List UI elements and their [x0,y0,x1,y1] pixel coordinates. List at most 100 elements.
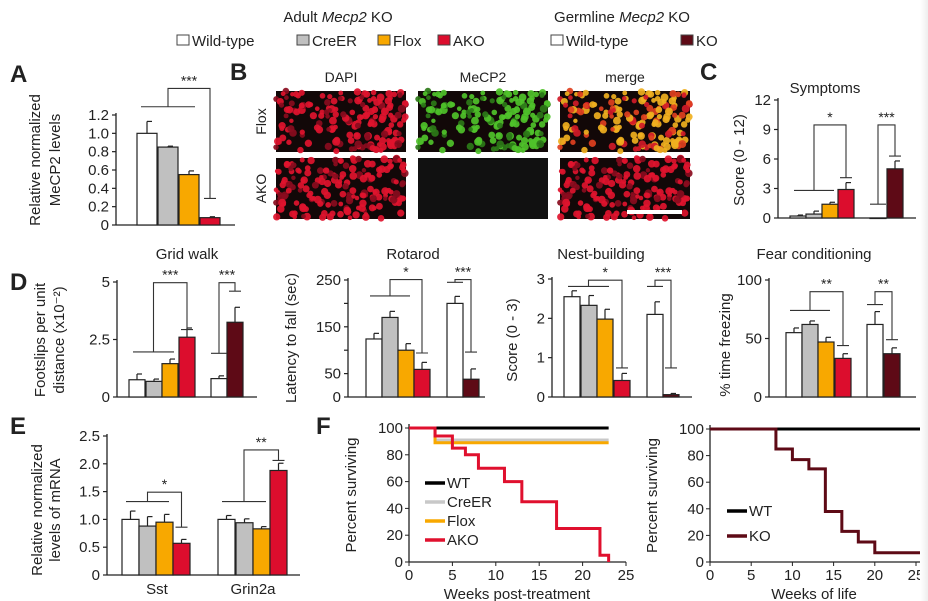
micrograph-ako-mecp2 [418,158,548,219]
x-tick-label: 25 [618,567,635,584]
legend-item-flox: Flox [425,513,476,530]
x-tick-label: 10 [784,567,801,584]
legend-swatch [680,34,694,46]
y-axis-label: Footslips per unit [32,282,49,397]
y-tick-label: 50 [324,366,341,383]
y-tick-label: 6 [763,151,771,168]
chart-a: Relative normalized MeCP2 levels00.20.40.… [27,72,235,234]
legend-item-germline-wild-type: Wild-type [550,33,629,50]
bar-wild-type [217,518,236,576]
x-tick-label: 0 [405,567,413,584]
y-tick-label: 0 [92,567,100,584]
significance-label: *** [219,267,236,283]
legend-swatch [377,34,391,46]
x-tick-label: 20 [866,567,883,584]
legend-title-adult: Adult Mecp2 KO [283,9,392,26]
bar-ako [269,469,288,576]
legend-title-part: Mecp2 [619,9,665,26]
y-tick-label: 100 [737,272,762,289]
significance-bracket: *** [141,72,216,199]
micrograph-ako-dapi [273,154,409,222]
bar-ko [462,378,480,398]
bar-creer [138,525,157,576]
bar-flox [397,349,415,398]
micrograph-column-label: MeCP2 [460,69,507,85]
y-axis-label: Score (0 - 12) [731,114,748,206]
micrograph-flox-dapi [273,87,409,155]
legend-title-part: Adult [283,9,321,26]
y-tick-label: 0 [763,210,771,227]
x-category-label: Sst [146,581,169,598]
legend-label: CreER [312,33,357,50]
y-tick-label: 3 [763,181,771,198]
significance-bracket: *** [870,109,901,205]
y-tick-label: 0 [101,217,109,234]
bar-wild-type [365,338,383,398]
chart-title: Nest-building [557,246,645,263]
panel-letter-a: A [10,61,27,88]
y-tick-label: 60 [687,474,704,491]
y-tick-label: 2.0 [79,456,100,473]
legend-swatch [176,34,190,46]
bar-ako [172,542,191,576]
y-tick-label: 0 [102,389,110,406]
y-tick-label: 1.5 [79,484,100,501]
y-axis-label: levels of mRNA [47,458,64,561]
x-tick-label: 0 [706,567,714,584]
y-axis-label: Percent surviving [343,437,360,552]
legend-label: AKO [447,532,479,549]
legend-item-ako: AKO [425,532,479,549]
y-tick-label: 2.5 [79,428,100,445]
micrographs: DAPI MeCP2 merge Flox AKO [253,69,693,222]
legend-item-ako: AKO [437,33,485,50]
significance-bracket: ** [222,434,285,503]
micrograph-flox-merge [557,87,693,155]
chart-f1: 0 20 40 60 80 100 0 5 10 15 20 25 Weeks post-treatme… [343,420,634,601]
y-tick-label: 250 [316,272,341,289]
legend-item-wt: WT [425,475,470,492]
significance-bracket: * [370,264,428,354]
legend-title-part: Mecp2 [322,9,368,26]
legend-item-wt: WT [727,503,772,520]
significance-label: *** [455,264,472,280]
y-tick-label: 0 [696,554,704,571]
bar-creer [801,323,819,398]
legend-label: WT [447,475,470,492]
significance-bracket: *** [133,267,193,353]
bar-germline-wild-type [210,378,228,398]
legend-title-part: KO [367,9,393,26]
y-axis-label: MeCP2 levels [47,114,64,207]
legend-label: Wild-type [566,33,629,50]
significance-label: * [403,264,409,280]
bar-wild-type [789,215,807,219]
y-axis-label: Relative normalized [29,444,46,576]
y-tick-label: 0 [333,389,341,406]
x-tick-label: 10 [487,567,504,584]
y-tick-label: 60 [386,474,403,491]
legend-swatch [296,34,310,46]
y-tick-label: 0.4 [88,180,109,197]
y-tick-label: 12 [754,92,771,109]
bar-germline-wild-type [446,302,464,398]
x-tick-label: 5 [448,567,456,584]
y-tick-label: 5 [102,274,110,291]
y-tick-label: 100 [679,421,704,438]
y-tick-label: 0.5 [79,539,100,556]
y-tick-label: 100 [378,420,403,437]
micrograph-flox-mecp2 [415,87,551,155]
y-tick-label: 80 [687,448,704,465]
panel-letter-d: D [10,269,27,296]
y-tick-label: 0.6 [88,162,109,179]
significance-bracket: * [794,109,852,192]
y-tick-label: 40 [386,500,403,517]
micrograph-row-label: Flox [253,108,269,134]
bar-wild-type [563,296,581,398]
bar-creer [805,213,823,219]
y-tick-label: 50 [745,331,762,348]
y-tick-label: 0.8 [88,144,109,161]
legend-label: Flox [447,513,476,530]
bar-wild-type [785,332,803,398]
